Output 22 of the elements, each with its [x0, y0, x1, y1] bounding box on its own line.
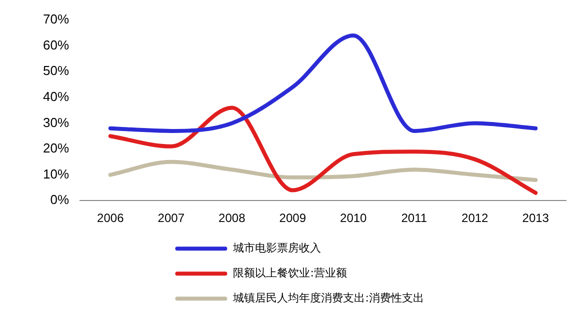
- line-series: [108, 106, 538, 195]
- x-tick-label: 2006: [97, 211, 124, 226]
- x-tick-label: 2010: [340, 211, 368, 226]
- y-tick-label: 10%: [42, 166, 70, 182]
- y-tick-label: 70%: [42, 12, 70, 27]
- x-tick-label: 2012: [462, 211, 489, 226]
- x-tick-label: 2011: [401, 211, 428, 226]
- legend-label: 限额以上餐饮业:营业额: [233, 266, 347, 280]
- y-tick-label: 60%: [42, 37, 70, 52]
- y-tick-label: 30%: [42, 114, 70, 130]
- y-tick-label: 40%: [42, 88, 70, 104]
- y-tick-label: 20%: [42, 140, 70, 156]
- legend-label: 城市电影票房收入: [232, 241, 322, 254]
- line-series: [108, 160, 538, 182]
- x-tick-label: 2008: [218, 211, 246, 226]
- y-tick-label: 50%: [42, 63, 70, 78]
- y-tick-label: 0%: [50, 192, 70, 208]
- legend-label: 城镇居民人均年度消费支出:消费性支出: [232, 291, 424, 304]
- x-tick-label: 2007: [158, 211, 185, 226]
- x-tick-label: 2009: [279, 211, 306, 226]
- line-series: [108, 33, 538, 133]
- x-tick-label: 2013: [522, 211, 550, 226]
